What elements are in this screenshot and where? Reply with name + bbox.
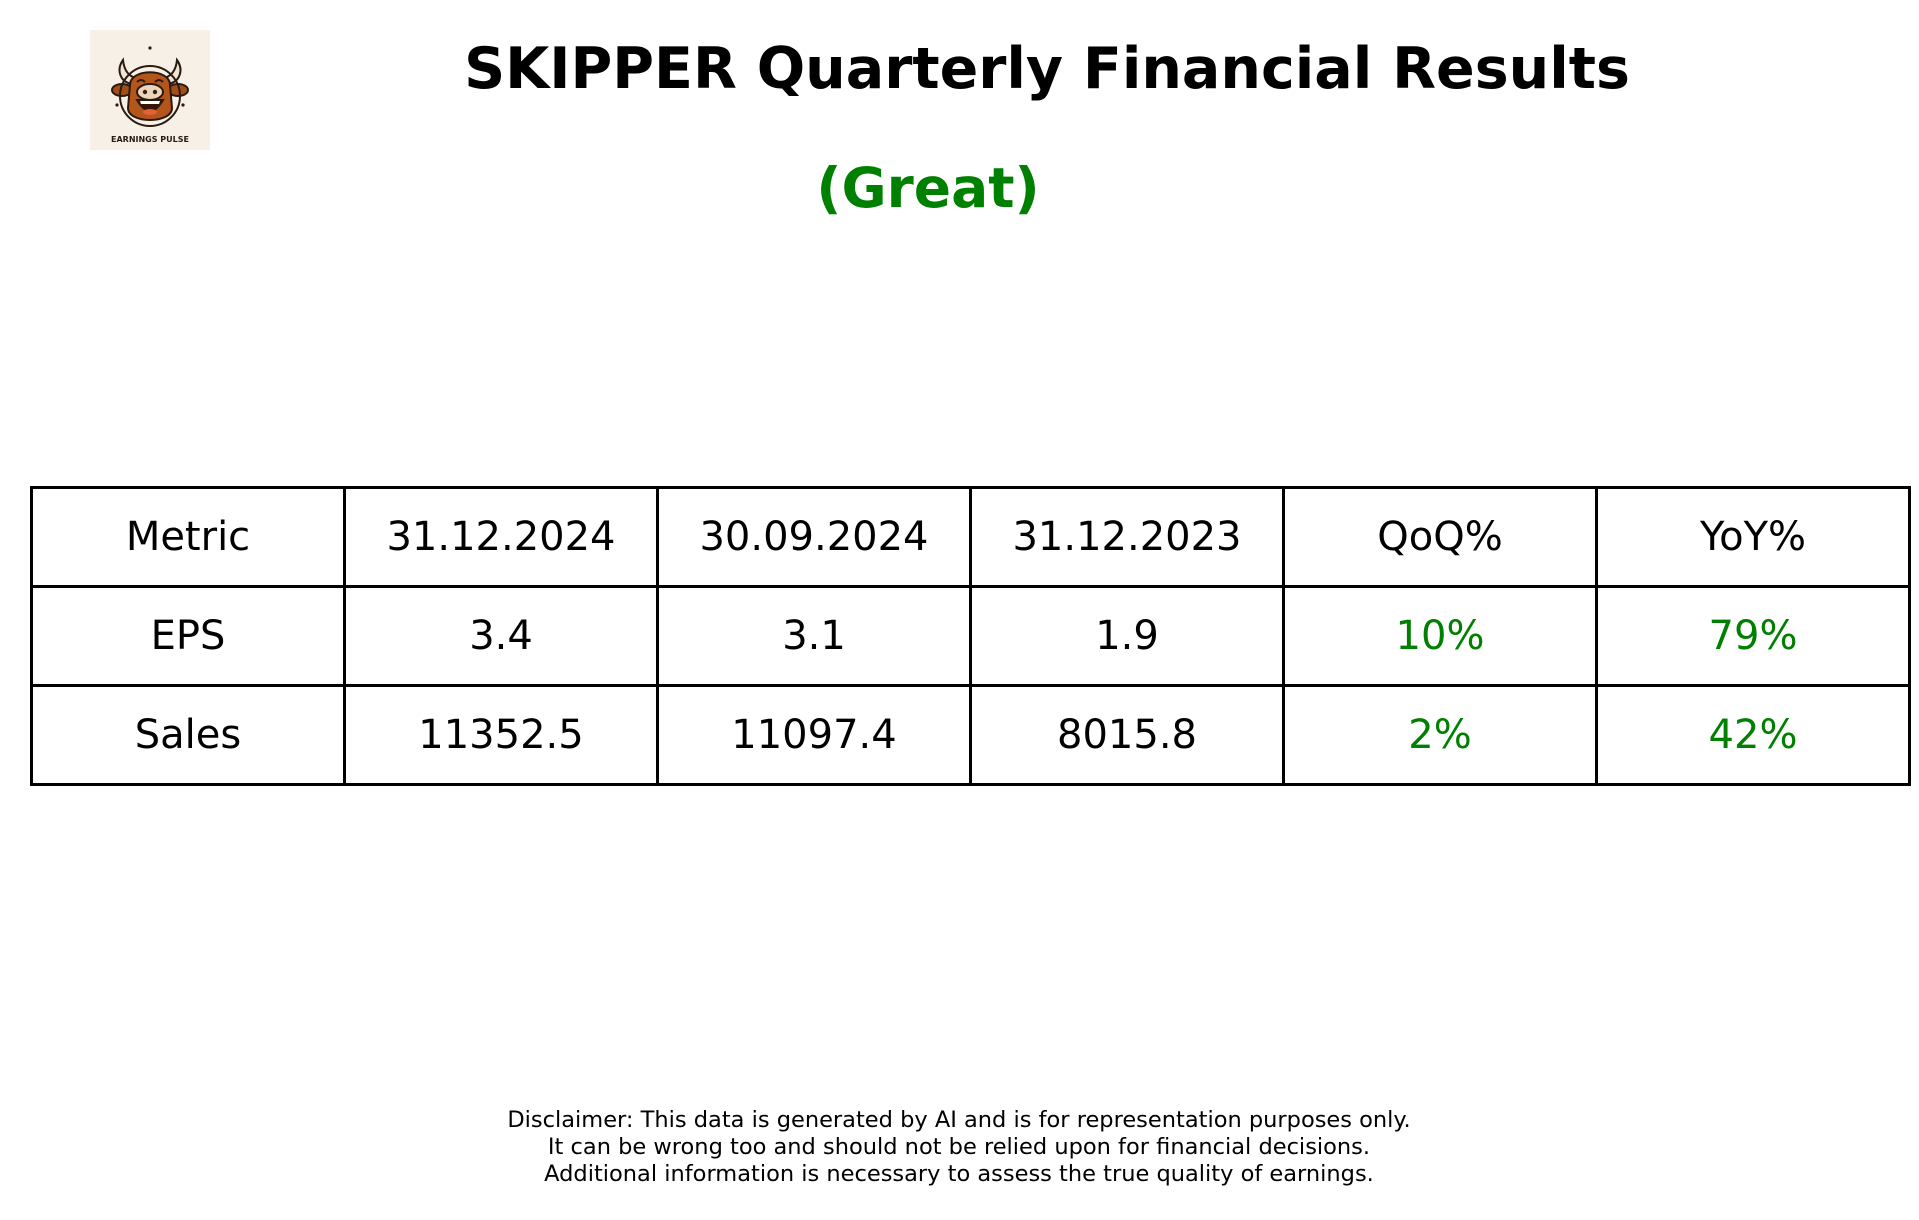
svg-text:EARNINGS PULSE: EARNINGS PULSE: [111, 135, 189, 144]
qoq-change-cell: 10%: [1282, 585, 1598, 687]
disclaimer: Disclaimer: This data is generated by AI…: [0, 1107, 1918, 1188]
qoq-change-cell: 2%: [1282, 684, 1598, 786]
column-header-year-ago-quarter: 31.12.2023: [969, 486, 1285, 588]
disclaimer-line: Disclaimer: This data is generated by AI…: [507, 1107, 1411, 1133]
yoy-change-cell: 42%: [1595, 684, 1911, 786]
disclaimer-line: Additional information is necessary to a…: [544, 1161, 1374, 1187]
page-title: SKIPPER Quarterly Financial Results: [464, 36, 1630, 102]
column-header-current-quarter: 31.12.2024: [343, 486, 659, 588]
column-header-qoq: QoQ%: [1282, 486, 1598, 588]
current-quarter-cell: 3.4: [343, 585, 659, 687]
metric-name-cell: EPS: [30, 585, 346, 687]
year-ago-quarter-cell: 1.9: [969, 585, 1285, 687]
metric-name-cell: Sales: [30, 684, 346, 786]
bull-mascot-icon: EARNINGS PULSE: [111, 46, 189, 144]
column-header-yoy: YoY%: [1595, 486, 1911, 588]
current-quarter-cell: 11352.5: [343, 684, 659, 786]
column-header-metric: Metric: [30, 486, 346, 588]
column-header-previous-quarter: 30.09.2024: [656, 486, 972, 588]
earnings-pulse-logo: EARNINGS PULSE: [90, 30, 210, 150]
table-row-eps: EPS 3.4 3.1 1.9 10% 79%: [30, 585, 1911, 687]
previous-quarter-cell: 3.1: [656, 585, 972, 687]
rating-label: (Great): [816, 156, 1040, 220]
previous-quarter-cell: 11097.4: [656, 684, 972, 786]
table-row-sales: Sales 11352.5 11097.4 8015.8 2% 42%: [30, 684, 1911, 786]
financial-results-table: Metric 31.12.2024 30.09.2024 31.12.2023 …: [30, 486, 1911, 786]
yoy-change-cell: 79%: [1595, 585, 1911, 687]
year-ago-quarter-cell: 8015.8: [969, 684, 1285, 786]
table-header-row: Metric 31.12.2024 30.09.2024 31.12.2023 …: [30, 486, 1911, 588]
disclaimer-line: It can be wrong too and should not be re…: [547, 1134, 1371, 1160]
